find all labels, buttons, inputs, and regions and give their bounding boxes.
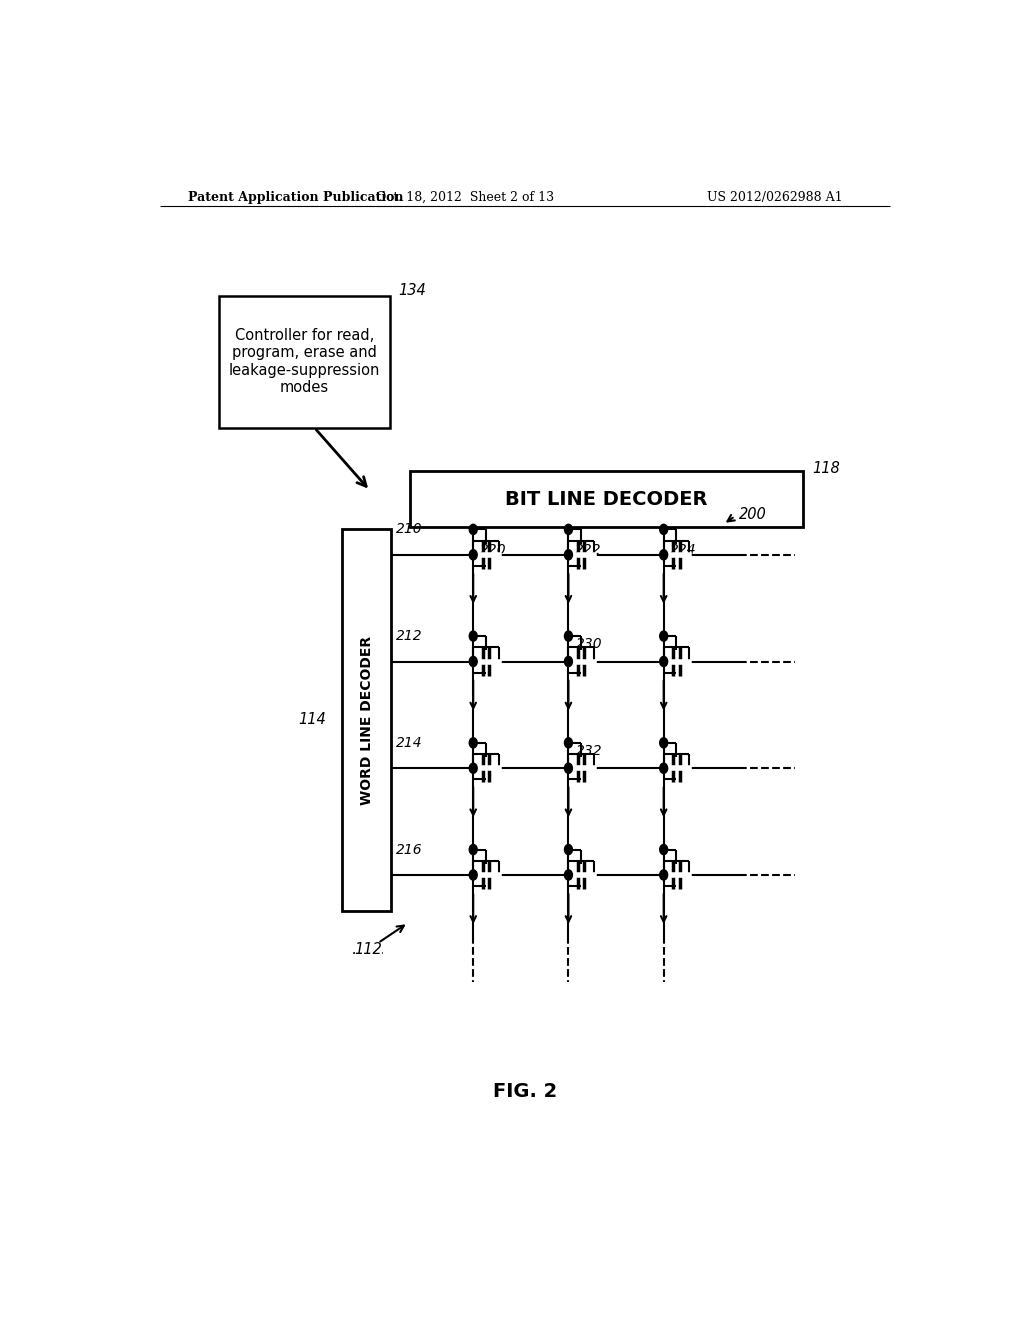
Text: 216: 216 xyxy=(395,842,422,857)
Circle shape xyxy=(469,845,477,854)
Text: 220: 220 xyxy=(479,543,506,557)
Bar xyxy=(342,529,391,911)
Text: 214: 214 xyxy=(395,735,422,750)
Text: WORD LINE DECODER: WORD LINE DECODER xyxy=(359,635,374,804)
Text: Controller for read,
program, erase and
leakage-suppression
modes: Controller for read, program, erase and … xyxy=(229,329,380,395)
Text: Patent Application Publication: Patent Application Publication xyxy=(187,190,403,203)
Circle shape xyxy=(564,738,572,748)
Circle shape xyxy=(469,763,477,774)
Circle shape xyxy=(564,524,572,535)
Text: 200: 200 xyxy=(739,507,767,521)
Circle shape xyxy=(564,656,572,667)
Circle shape xyxy=(469,738,477,748)
Text: 224: 224 xyxy=(670,543,696,557)
Circle shape xyxy=(469,870,477,880)
Bar xyxy=(219,296,390,428)
Text: 114: 114 xyxy=(299,713,327,727)
Circle shape xyxy=(564,631,572,642)
Circle shape xyxy=(564,763,572,774)
Circle shape xyxy=(659,631,668,642)
Text: FIG. 2: FIG. 2 xyxy=(493,1082,557,1101)
Circle shape xyxy=(659,763,668,774)
Circle shape xyxy=(469,631,477,642)
Text: 210: 210 xyxy=(395,523,422,536)
Circle shape xyxy=(564,845,572,854)
Text: 222: 222 xyxy=(574,543,601,557)
Circle shape xyxy=(564,549,572,560)
Text: BIT LINE DECODER: BIT LINE DECODER xyxy=(505,490,708,510)
Text: 118: 118 xyxy=(812,461,840,477)
Circle shape xyxy=(659,549,668,560)
Text: 212: 212 xyxy=(395,630,422,643)
Circle shape xyxy=(469,524,477,535)
Text: US 2012/0262988 A1: US 2012/0262988 A1 xyxy=(708,190,843,203)
Circle shape xyxy=(659,738,668,748)
Text: 134: 134 xyxy=(397,282,426,298)
Text: Oct. 18, 2012  Sheet 2 of 13: Oct. 18, 2012 Sheet 2 of 13 xyxy=(376,190,554,203)
Text: 232: 232 xyxy=(577,744,603,758)
Circle shape xyxy=(659,524,668,535)
Circle shape xyxy=(469,549,477,560)
Text: 230: 230 xyxy=(577,638,603,651)
Text: 112: 112 xyxy=(354,941,382,957)
Bar xyxy=(410,471,803,528)
Circle shape xyxy=(659,870,668,880)
Circle shape xyxy=(659,845,668,854)
Circle shape xyxy=(564,870,572,880)
Circle shape xyxy=(659,656,668,667)
Circle shape xyxy=(469,656,477,667)
